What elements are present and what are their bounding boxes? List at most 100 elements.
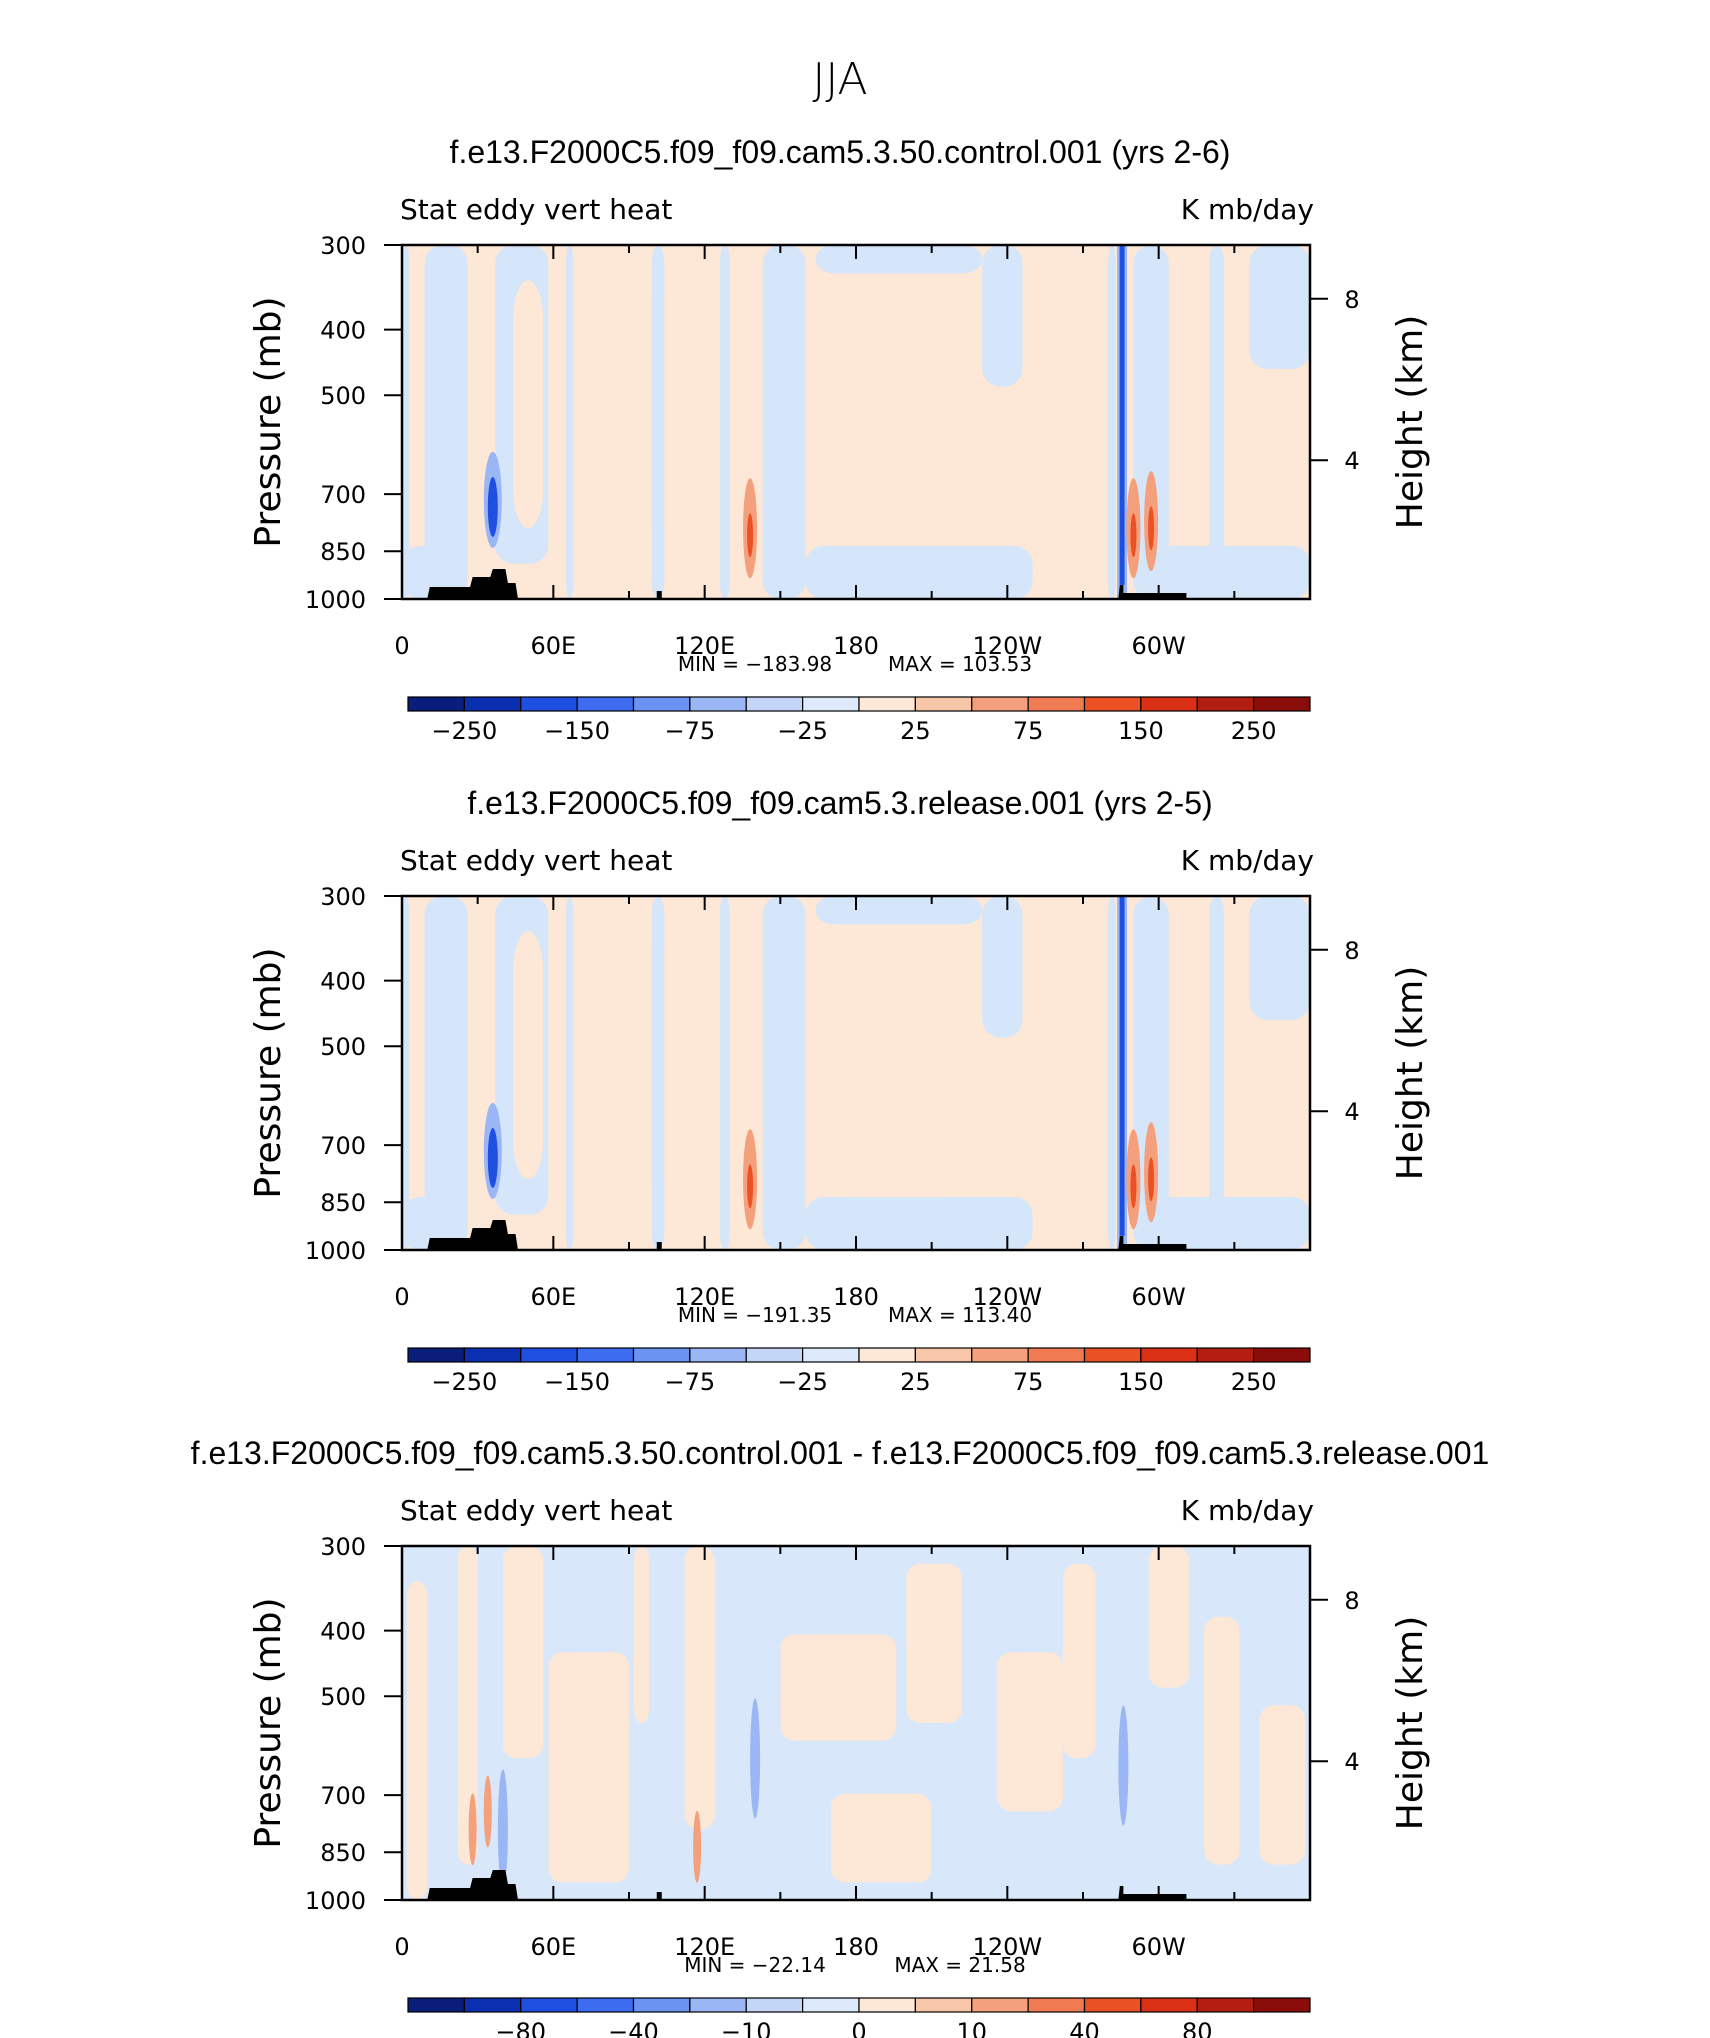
y-tick-label: 400: [320, 968, 366, 996]
x-axis: 0 60E 120E 180 120W 60W: [394, 1546, 1311, 1961]
colorbar-label: −250: [431, 1368, 497, 1396]
topography-small: [656, 591, 662, 599]
field-region-pos: [457, 1546, 478, 1865]
field-pos-blob: [483, 1775, 492, 1848]
x-tick-label: 120W: [973, 632, 1043, 660]
colorbar-label: −150: [544, 717, 610, 745]
colorbar-label: 0: [851, 2018, 866, 2038]
field-region-neg: [402, 545, 448, 599]
field-neg-core: [487, 1127, 498, 1188]
field-region-pos: [664, 913, 690, 1215]
colorbar-swatch: [858, 696, 916, 712]
colorbar-label: −250: [431, 717, 497, 745]
field-pos-core: [747, 513, 754, 558]
y-axis-right: 8 4 Height (km): [1310, 937, 1431, 1180]
field-region-neg: [424, 896, 468, 1250]
y-right-axis-label: Height (km): [1390, 315, 1431, 529]
x-tick-label: 120E: [674, 1283, 735, 1311]
field-region-neg: [402, 245, 410, 599]
colorbar-swatch: [576, 696, 635, 712]
max-label: MAX = 113.40: [888, 1303, 1032, 1327]
y-right-tick-label: 4: [1344, 1748, 1359, 1776]
colorbar-label: 150: [1118, 1368, 1164, 1396]
panel-3: f.e13.F2000C5.f09_f09.cam5.3.50.control.…: [191, 1435, 1490, 2038]
colorbar-swatch: [1196, 1347, 1255, 1363]
field-neg-core: [487, 476, 498, 537]
colorbar-label: 25: [900, 717, 931, 745]
colorbar-swatch: [689, 1347, 747, 1363]
y-axis: 300 400 500 700 850 1000 Pressure (mb): [248, 883, 402, 1265]
field-region-neg: [719, 896, 730, 1250]
field-region-pos: [634, 1546, 650, 1723]
x-tick-label: 60E: [530, 1933, 576, 1961]
colorbar-swatch: [407, 1997, 465, 2013]
field-region-pos: [1148, 1546, 1189, 1688]
field-region-pos: [906, 1563, 962, 1723]
field-region-neg: [1108, 245, 1116, 599]
y-right-tick-label: 8: [1344, 1587, 1359, 1615]
y-axis-label: Pressure (mb): [248, 947, 289, 1198]
field-region-pos: [502, 1546, 544, 1759]
topography-andes: [1118, 585, 1187, 599]
field-neg-blob: [750, 1698, 761, 1819]
field-region-neg: [1249, 896, 1310, 1020]
field-region-neg: [982, 245, 1023, 387]
y-tick-label: 850: [320, 538, 366, 566]
colorbar-label: −10: [721, 2018, 772, 2038]
y-tick-label: 850: [320, 1839, 366, 1867]
y-axis-label: Pressure (mb): [248, 296, 289, 547]
left-string: Stat eddy vert heat: [400, 844, 672, 877]
right-string: K mb/day: [1181, 1494, 1314, 1527]
topography-tibet: [427, 1870, 519, 1900]
y-tick-label: 1000: [305, 586, 366, 614]
field-region-neg: [719, 245, 730, 599]
field-region-neg: [1133, 896, 1169, 1250]
y-tick-label: 700: [320, 1782, 366, 1810]
colorbar-swatch: [1027, 1347, 1086, 1363]
colorbar-swatch: [632, 1997, 691, 2013]
y-axis-right: 8 4 Height (km): [1310, 1587, 1431, 1830]
topography-mask: [427, 1220, 1187, 1250]
field-region-neg: [651, 896, 665, 1250]
panel-2: f.e13.F2000C5.f09_f09.cam5.3.release.001…: [248, 785, 1431, 1396]
topography-tibet: [427, 1220, 519, 1250]
colorbar: −80 −40 −10 0 10 40 80: [407, 1997, 1311, 2038]
colorbar-swatch: [689, 696, 747, 712]
colorbar-swatch: [914, 1347, 973, 1363]
topography-tibet: [427, 569, 519, 599]
colorbar-label: −75: [665, 717, 716, 745]
min-label: MIN = −183.98: [678, 652, 832, 676]
field-region-neg: [424, 245, 468, 599]
x-tick-label: 60E: [530, 1283, 576, 1311]
field-pos-core: [1130, 513, 1137, 558]
field-region-neg: [402, 896, 410, 1250]
colorbar-swatch: [520, 1347, 578, 1363]
colorbar-swatch: [1027, 1997, 1086, 2013]
max-label: MAX = 103.53: [888, 652, 1032, 676]
y-right-axis-label: Height (km): [1390, 1616, 1431, 1830]
colorbar-label: 250: [1231, 717, 1277, 745]
x-tick-label: 0: [394, 1283, 409, 1311]
colorbar-label: 75: [1013, 717, 1044, 745]
colorbar-swatch: [1253, 1347, 1311, 1363]
field-pos-core: [1148, 1157, 1155, 1202]
y-tick-label: 850: [320, 1189, 366, 1217]
field-region-neg: [982, 896, 1023, 1038]
y-axis: 300 400 500 700 850 1000 Pressure (mb): [248, 1533, 402, 1915]
field-region-neg: [1249, 245, 1310, 369]
field-region-neg: [762, 245, 806, 599]
field-pos-blob: [468, 1793, 477, 1866]
colorbar-label: −150: [544, 1368, 610, 1396]
colorbar-swatch: [745, 696, 804, 712]
field-region-pos: [780, 1634, 897, 1741]
field-region-neg: [651, 245, 665, 599]
y-tick-label: 400: [320, 1618, 366, 1646]
x-tick-label: 180: [833, 1283, 879, 1311]
x-tick-label: 60W: [1132, 1283, 1186, 1311]
field-region-pos: [820, 931, 983, 1197]
colorbar-label: 80: [1182, 2018, 1213, 2038]
topography-andes: [1118, 1236, 1187, 1250]
field-region-pos: [820, 280, 983, 546]
colorbar-label: −80: [495, 2018, 546, 2038]
field-region-neg: [1133, 245, 1169, 599]
